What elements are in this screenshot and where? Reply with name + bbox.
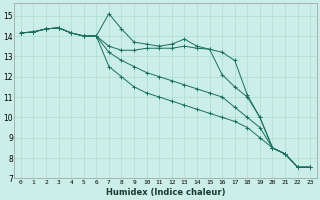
X-axis label: Humidex (Indice chaleur): Humidex (Indice chaleur) <box>106 188 225 197</box>
